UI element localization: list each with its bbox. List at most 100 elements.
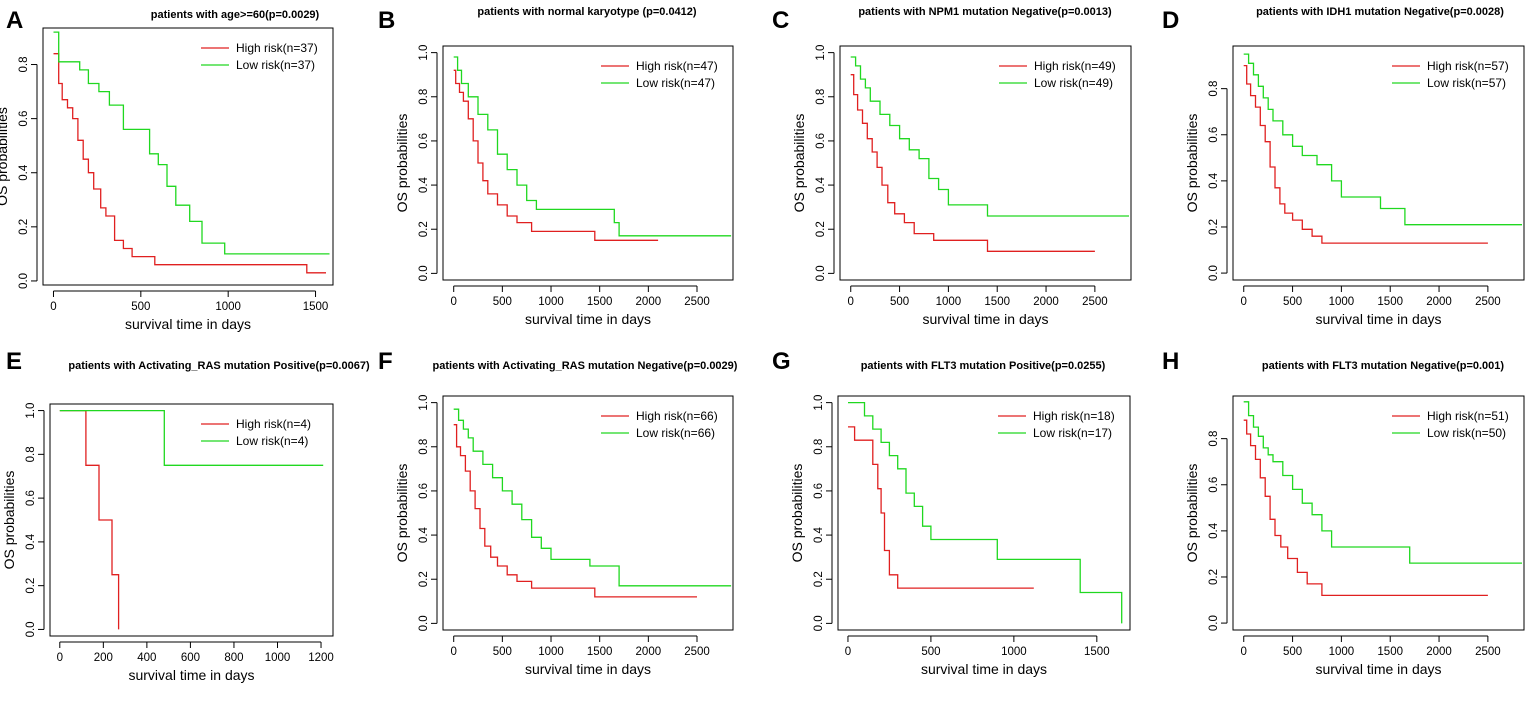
panel-title: patients with NPM1 mutation Negative(p=0…	[858, 6, 1112, 18]
y-tick-label: 0.0	[418, 265, 430, 281]
x-axis-label: survival time in days	[128, 667, 254, 683]
series-line-low-risk	[1243, 401, 1522, 564]
x-tick-label: 1500	[984, 296, 1010, 308]
plot-frame	[839, 45, 1132, 281]
x-tick-label: 2500	[1082, 296, 1108, 308]
y-axis-label: OS probabilities	[791, 114, 807, 213]
x-tick-label: 500	[131, 301, 150, 313]
y-tick-label: 1.0	[418, 45, 430, 61]
legend-entry: High risk(n=4)	[236, 417, 311, 431]
x-tick-label: 1500	[1084, 646, 1110, 658]
plot-frame	[42, 27, 334, 286]
y-tick-label: 0.6	[418, 483, 430, 499]
y-tick-label: 0.4	[815, 176, 827, 193]
y-tick-label: 0.2	[815, 221, 827, 237]
x-axis-label: survival time in days	[922, 311, 1048, 327]
y-tick-label: 0.6	[25, 490, 37, 506]
y-axis-label: OS probabilities	[0, 107, 10, 206]
x-tick-label: 500	[493, 646, 512, 658]
y-tick-label: 1.0	[813, 395, 825, 411]
x-tick-label: 0	[451, 296, 457, 308]
x-tick-label: 0	[845, 646, 851, 658]
panel-title: patients with age>=60(p=0.0029)	[151, 9, 320, 21]
panel-letter: D	[1162, 7, 1179, 34]
x-tick-label: 500	[890, 296, 909, 308]
y-tick-label: 0.8	[418, 439, 430, 455]
x-tick-label: 1500	[587, 296, 613, 308]
series-line-low-risk	[1243, 53, 1522, 226]
y-axis-label: OS probabilities	[1184, 464, 1200, 563]
y-tick-label: 0.4	[18, 164, 30, 181]
y-tick-label: 1.0	[25, 403, 37, 419]
y-tick-label: 0.2	[18, 219, 30, 235]
y-axis-label: OS probabilities	[789, 464, 805, 563]
x-tick-label: 800	[224, 652, 243, 664]
legend-entry: Low risk(n=4)	[236, 434, 308, 448]
series-line-low-risk	[53, 31, 330, 255]
x-tick-label: 1000	[215, 301, 241, 313]
legend-entry: Low risk(n=50)	[1427, 426, 1506, 440]
y-tick-label: 0.8	[25, 446, 37, 462]
legend-entry: High risk(n=49)	[1034, 59, 1116, 73]
x-tick-label: 1500	[1377, 646, 1403, 658]
y-tick-label: 0.0	[815, 265, 827, 281]
y-tick-label: 0.8	[1208, 81, 1220, 97]
x-tick-label: 200	[94, 652, 113, 664]
x-tick-label: 400	[137, 652, 156, 664]
x-tick-label: 2500	[684, 296, 710, 308]
y-axis-label: OS probabilities	[1184, 114, 1200, 213]
x-tick-label: 1000	[1329, 646, 1355, 658]
plot-frame	[1232, 395, 1525, 631]
legend-entry: High risk(n=37)	[236, 41, 318, 55]
x-tick-label: 0	[57, 652, 63, 664]
x-axis-label: survival time in days	[525, 661, 651, 677]
x-tick-label: 2000	[636, 296, 662, 308]
x-axis-label: survival time in days	[125, 316, 251, 332]
series-line-high-risk	[1243, 419, 1488, 597]
x-tick-label: 500	[493, 296, 512, 308]
panel-letter: C	[772, 7, 789, 34]
legend-entry: Low risk(n=66)	[636, 426, 715, 440]
x-tick-label: 1000	[265, 652, 291, 664]
x-tick-label: 2000	[1033, 296, 1059, 308]
series-line-low-risk	[59, 409, 324, 466]
x-tick-label: 2000	[636, 646, 662, 658]
x-axis-label: survival time in days	[1315, 311, 1441, 327]
x-axis-label: survival time in days	[921, 661, 1047, 677]
y-tick-label: 0.0	[1208, 265, 1220, 281]
x-tick-label: 2500	[1475, 646, 1501, 658]
x-tick-label: 1000	[1329, 296, 1355, 308]
y-tick-label: 0.4	[813, 526, 825, 543]
series-line-high-risk	[59, 409, 120, 630]
x-axis-label: survival time in days	[1315, 661, 1441, 677]
panel-title: patients with FLT3 mutation Negative(p=0…	[1262, 360, 1504, 372]
series-line-high-risk	[453, 424, 697, 598]
legend-entry: High risk(n=66)	[636, 409, 718, 423]
plot-frame	[1232, 45, 1525, 281]
series-line-low-risk	[848, 401, 1123, 624]
legend-entry: High risk(n=51)	[1427, 409, 1509, 423]
panel-title: patients with Activating_RAS mutation Po…	[68, 360, 370, 372]
panel-letter: G	[772, 348, 791, 375]
y-tick-label: 1.0	[418, 395, 430, 411]
y-tick-label: 0.2	[813, 571, 825, 587]
y-tick-label: 0.8	[18, 57, 30, 73]
legend-entry: Low risk(n=37)	[236, 58, 315, 72]
series-line-high-risk	[848, 426, 1034, 589]
x-tick-label: 1500	[587, 646, 613, 658]
x-axis-label: survival time in days	[525, 311, 651, 327]
y-tick-label: 0.4	[25, 533, 37, 550]
x-tick-label: 500	[1283, 646, 1302, 658]
x-tick-label: 0	[1241, 646, 1247, 658]
y-tick-label: 1.0	[815, 45, 827, 61]
x-tick-label: 2000	[1426, 646, 1452, 658]
legend-entry: Low risk(n=47)	[636, 76, 715, 90]
x-tick-label: 1500	[303, 301, 329, 313]
plot-frame	[442, 395, 734, 631]
panel-letter: E	[6, 348, 22, 375]
x-tick-label: 1000	[538, 296, 564, 308]
